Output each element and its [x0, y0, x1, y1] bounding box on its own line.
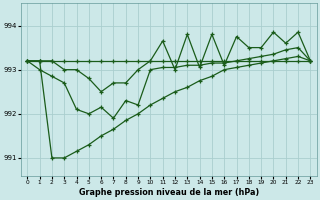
- X-axis label: Graphe pression niveau de la mer (hPa): Graphe pression niveau de la mer (hPa): [79, 188, 259, 197]
